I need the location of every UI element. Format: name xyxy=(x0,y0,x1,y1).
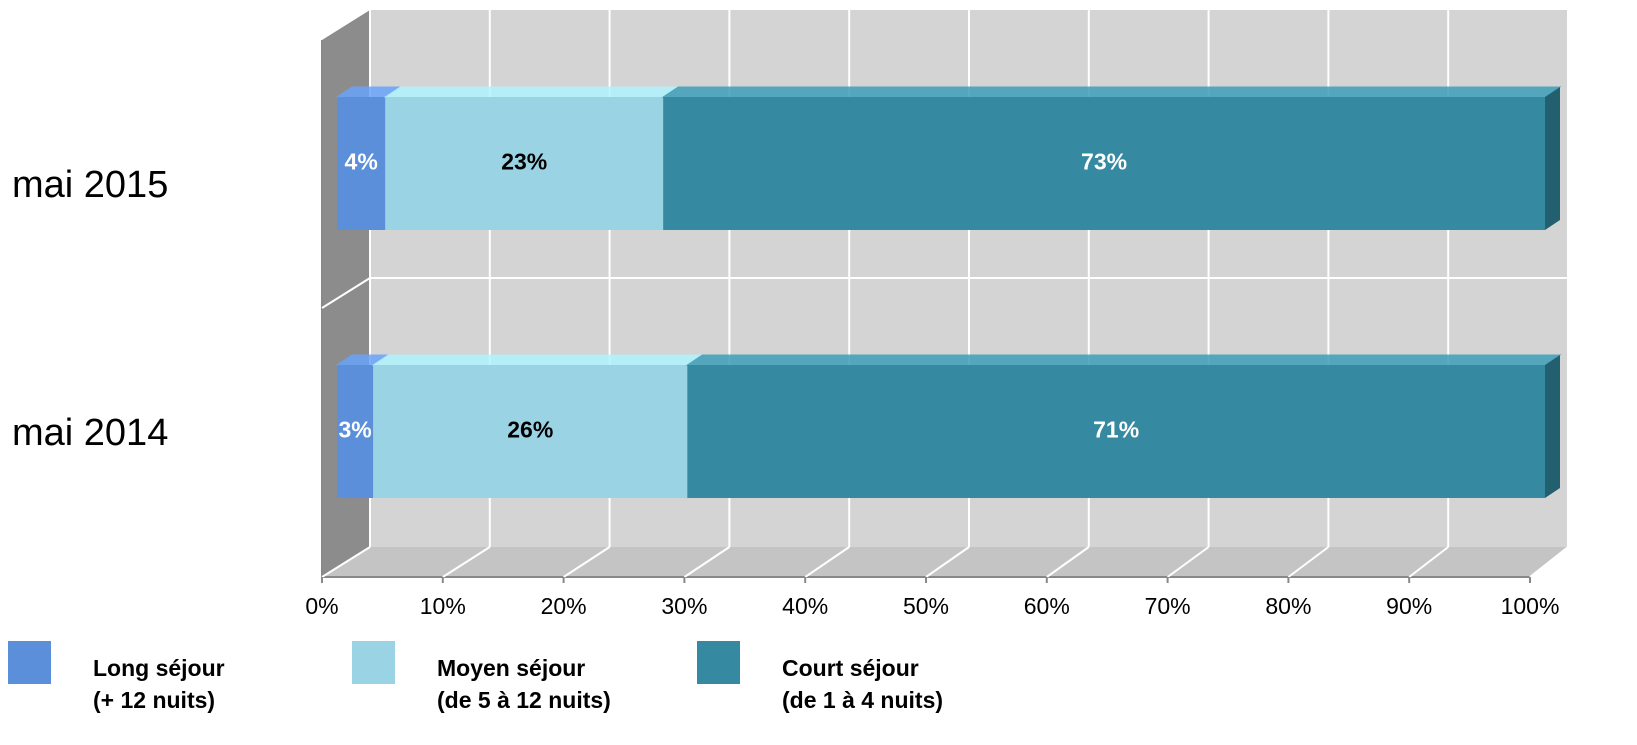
floor xyxy=(322,547,1568,577)
x-tick-label: 50% xyxy=(903,593,949,619)
category-separator xyxy=(321,277,371,309)
legend-swatch xyxy=(352,641,395,684)
bar xyxy=(663,97,1545,230)
bar-side xyxy=(1545,87,1560,230)
x-tick-label: 0% xyxy=(305,593,338,619)
bar-side xyxy=(1545,355,1560,498)
x-tick-label: 100% xyxy=(1501,593,1560,619)
grid-line xyxy=(1287,546,1330,578)
legend-label: Court séjour (de 1 à 4 nuits) xyxy=(782,655,944,713)
data-label: 3% xyxy=(338,417,371,443)
bar xyxy=(337,97,386,230)
grid-line xyxy=(1408,546,1449,578)
y-tick-label: mai 2014 xyxy=(12,412,168,454)
grid-line xyxy=(442,546,491,578)
x-tick-label: 80% xyxy=(1265,593,1311,619)
x-tick-label: 90% xyxy=(1386,593,1432,619)
x-tick-label: 40% xyxy=(782,593,828,619)
data-label: 4% xyxy=(345,149,378,175)
legend-label: Moyen séjour (de 5 à 12 nuits) xyxy=(437,655,611,713)
data-label: 73% xyxy=(1081,149,1127,175)
legend-swatch xyxy=(697,641,740,684)
grid-line xyxy=(321,546,371,578)
bar-top xyxy=(371,354,704,366)
bar xyxy=(385,97,664,230)
y-tick-label: mai 2015 xyxy=(12,164,168,206)
x-tick-label: 30% xyxy=(661,593,707,619)
bar-top xyxy=(383,86,680,98)
x-tick-label: 60% xyxy=(1024,593,1070,619)
bar-top xyxy=(661,86,1562,98)
grid-line xyxy=(683,546,730,578)
chart: 0% 10% 20% 30% 40% 50% 60% 70% 80% 90% 100% mai 201… xyxy=(12,10,1569,619)
grid-line xyxy=(1529,546,1569,578)
bar xyxy=(373,365,688,498)
bar xyxy=(337,365,374,498)
data-label: 23% xyxy=(501,149,547,175)
x-tick-label: 70% xyxy=(1145,593,1191,619)
data-label: 26% xyxy=(507,417,553,443)
x-tick-label: 20% xyxy=(541,593,587,619)
data-label: 71% xyxy=(1093,417,1139,443)
grid-line xyxy=(925,546,970,578)
grid-line xyxy=(804,546,850,578)
grid-line xyxy=(1167,546,1210,578)
x-tick-label: 10% xyxy=(420,593,466,619)
grid-line xyxy=(1046,546,1090,578)
bar-top xyxy=(685,354,1562,366)
legend-label: Long séjour (+ 12 nuits) xyxy=(93,655,225,713)
legend-swatch xyxy=(8,641,51,684)
bar xyxy=(687,365,1545,498)
grid-line xyxy=(563,546,611,578)
